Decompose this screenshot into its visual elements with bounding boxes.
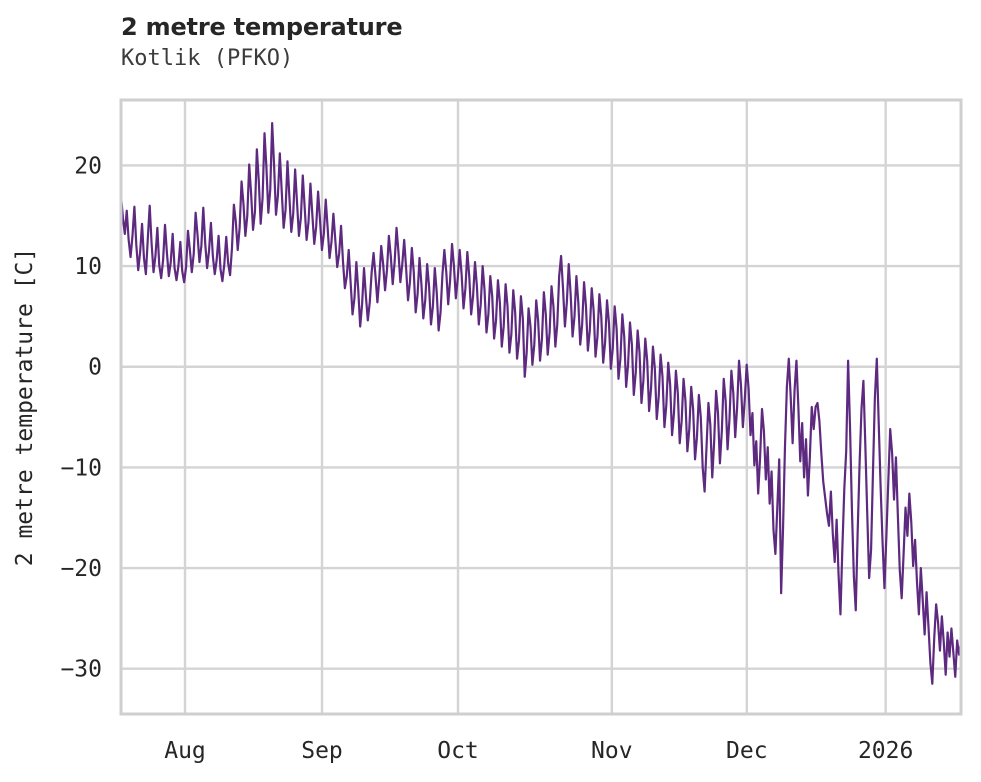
page-title: 2 metre temperature bbox=[121, 13, 403, 41]
x-tick-label: Aug bbox=[164, 738, 206, 764]
y-tick-label: 10 bbox=[74, 254, 102, 280]
x-tick-label: Sep bbox=[301, 738, 343, 764]
y-axis-tick-labels: 20 10 0 −10 −20 −30 bbox=[60, 153, 102, 682]
x-tick-label: Dec bbox=[726, 738, 768, 764]
y-tick-label: −30 bbox=[60, 657, 102, 683]
y-tick-label: 20 bbox=[74, 153, 102, 179]
x-tick-label: Nov bbox=[591, 738, 633, 764]
x-tick-label: Oct bbox=[437, 738, 479, 764]
grid-lines bbox=[121, 100, 961, 714]
plot-border bbox=[119, 98, 963, 716]
plot-area-background bbox=[121, 100, 961, 714]
x-tick-label: 2026 bbox=[858, 738, 913, 764]
x-axis-tick-labels: Aug Sep Oct Nov Dec 2026 bbox=[164, 738, 913, 764]
temperature-series-line bbox=[119, 122, 963, 685]
y-tick-label: −20 bbox=[60, 556, 102, 582]
y-axis-label: 2 metre temperature [C] bbox=[12, 248, 38, 567]
y-tick-label: 0 bbox=[88, 355, 102, 381]
chart-subtitle: Kotlik (PFKO) bbox=[121, 46, 294, 71]
chart-header: 2 metre temperature Kotlik (PFKO) bbox=[121, 12, 821, 74]
y-tick-label: −10 bbox=[60, 455, 102, 481]
